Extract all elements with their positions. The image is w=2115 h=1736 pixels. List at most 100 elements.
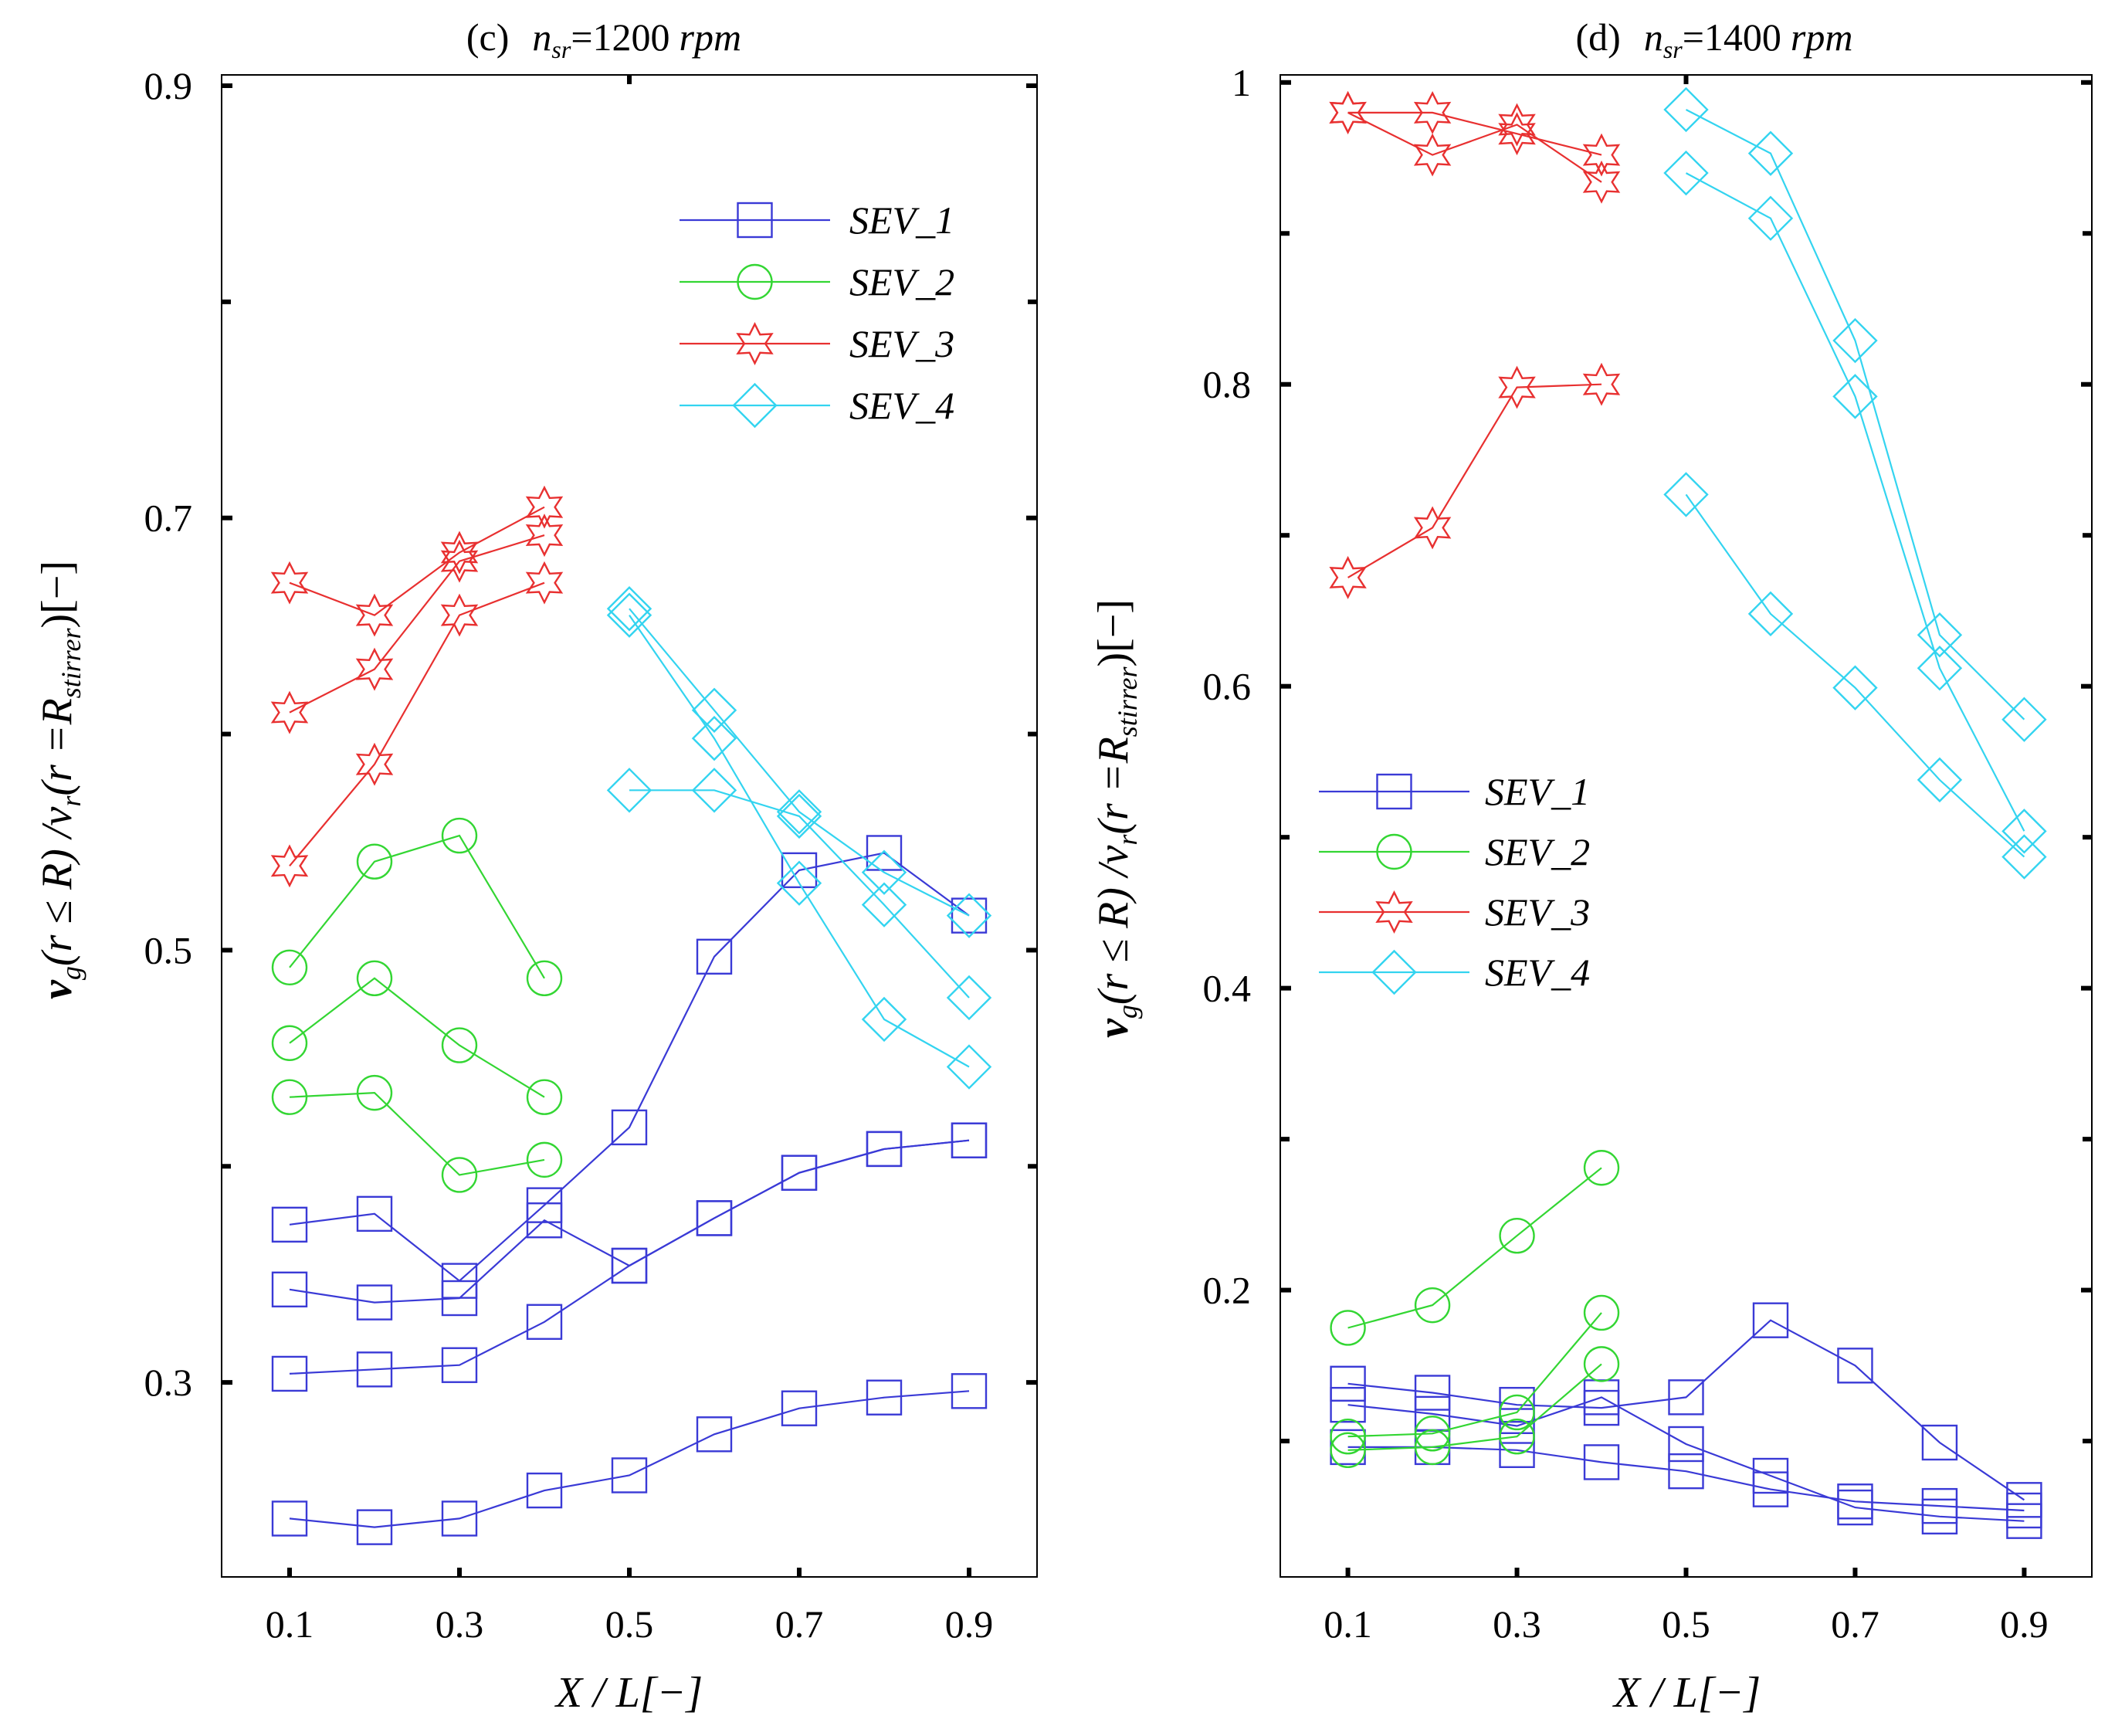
data-point-sev_2 [526,1079,563,1115]
data-point-sev_2 [1414,1416,1451,1452]
data-point-sev_2 [1583,1346,1620,1382]
legend-marker-square [737,202,773,239]
series-line-sev_1 [1347,1319,2025,1501]
x-tick-label: 0.1 [1324,1602,1372,1646]
data-point-sev_4 [2001,834,2047,880]
data-point-sev_3 [525,514,564,558]
data-point-sev_4 [1747,195,1794,241]
data-point-sev_3 [1498,112,1536,156]
series-line-sev_3 [1347,111,1602,156]
panel-c-legend: SEV_1 SEV_2 SEV_3 SEV_4 [680,198,954,429]
legend-label: SEV_4 [849,384,954,427]
panel-d-ylabel: vg(r ≤ R) /vr(r =Rstirrer)[−] [1090,599,1143,1038]
data-point-sev_1 [1752,1302,1789,1338]
data-point-sev_3 [1329,90,1367,134]
legend-marker-circle [1376,833,1412,870]
data-point-sev_2 [356,843,393,880]
series-line-sev_4 [629,614,970,1068]
x-tick-label: 0.1 [266,1602,314,1646]
legend-label: SEV_3 [849,322,954,365]
panel-d-xlabel: X / L[−] [1612,1669,1761,1717]
data-point-sev_3 [525,485,564,529]
data-point-sev_1 [526,1304,563,1340]
data-point-sev_1 [951,1122,988,1158]
data-point-sev_3 [270,844,309,888]
legend-marker-star [1375,890,1413,934]
data-point-sev_2 [1330,1432,1366,1468]
data-point-sev_4 [861,882,907,927]
legend-marker-square [1376,773,1412,810]
legend-marker-diamond [1371,949,1417,995]
legend-label: SEV_2 [1485,830,1590,873]
data-point-sev_1 [696,1200,733,1236]
data-point-sev_3 [440,539,479,583]
data-point-sev_3 [1413,133,1452,177]
data-point-sev_4 [946,975,992,1021]
data-point-sev_1 [1668,1426,1704,1463]
data-point-sev_2 [1499,1218,1535,1254]
data-point-sev_1 [2006,1482,2042,1518]
x-tick-label: 0.9 [945,1602,994,1646]
data-point-sev_1 [271,1206,308,1243]
series-line-sev_1 [1347,1446,2025,1512]
data-point-sev_3 [1329,555,1367,599]
y-tick-label: 1 [1232,61,1251,104]
data-point-sev_2 [526,960,563,996]
y-tick-label: 0.8 [1203,363,1252,406]
data-point-sev_1 [611,1457,648,1494]
series-line-sev_2 [289,977,545,1098]
data-point-sev_4 [1832,317,1878,364]
data-point-sev_2 [1330,1419,1366,1455]
panel-d-title: (d) nsr=1400 rpm [1576,15,1853,63]
data-point-sev_1 [441,1347,478,1383]
data-point-sev_4 [691,715,737,761]
data-point-sev_4 [691,768,737,813]
series-line-sev_4 [1685,172,2025,832]
series-line-sev_2 [1347,1363,1602,1451]
data-point-sev_4 [1917,612,1963,658]
data-point-sev_2 [271,1025,308,1061]
data-point-sev_3 [1498,365,1536,409]
panel-d-legend: SEV_1 SEV_2 SEV_3 SEV_4 [1319,770,1590,995]
y-tick-label: 0.3 [144,1361,193,1404]
panel-c-ticks: 0.1 0.3 0.5 0.7 0.9 0.3 0.5 0.7 0.9 [144,64,1037,1646]
legend-label: SEV_2 [849,260,954,303]
data-point-sev_4 [946,893,992,938]
data-point-sev_3 [1582,160,1621,204]
data-point-sev_1 [696,938,733,975]
data-point-sev_1 [781,1155,818,1191]
data-point-sev_4 [1917,646,1963,691]
data-point-sev_2 [1499,1394,1535,1431]
legend-label: SEV_1 [849,198,954,242]
data-point-sev_3 [1413,90,1452,134]
data-point-sev_1 [1752,1471,1789,1507]
data-point-sev_3 [525,561,564,605]
y-tick-label: 0.5 [144,928,193,971]
data-point-sev_1 [781,1390,818,1426]
legend-label: SEV_4 [1485,951,1590,994]
data-point-sev_3 [440,531,479,575]
panel-d-plot-area [1280,74,2093,1578]
panel-d-ticks: 0.1 0.3 0.5 0.7 0.9 0.2 0.4 0.6 0.8 1 [1203,61,2092,1646]
data-point-sev_1 [866,1131,903,1168]
data-point-sev_1 [1330,1386,1366,1423]
data-point-sev_1 [441,1280,478,1317]
data-point-sev_1 [951,897,988,934]
data-point-sev_4 [1663,150,1709,196]
data-point-sev_4 [606,768,652,813]
panel-c-series [270,485,992,1545]
data-point-sev_4 [861,849,907,895]
legend-label: SEV_1 [1485,770,1590,813]
data-point-sev_1 [526,1202,563,1239]
data-point-sev_3 [355,593,394,637]
data-point-sev_1 [866,1379,903,1416]
data-point-sev_1 [611,1247,648,1284]
data-point-sev_3 [1498,103,1536,147]
data-point-sev_4 [776,860,822,906]
data-point-sev_4 [1663,86,1709,133]
data-point-sev_4 [1747,591,1794,637]
series-line-sev_2 [1347,1312,1602,1438]
data-point-sev_1 [1583,1444,1620,1480]
data-point-sev_1 [781,852,818,889]
